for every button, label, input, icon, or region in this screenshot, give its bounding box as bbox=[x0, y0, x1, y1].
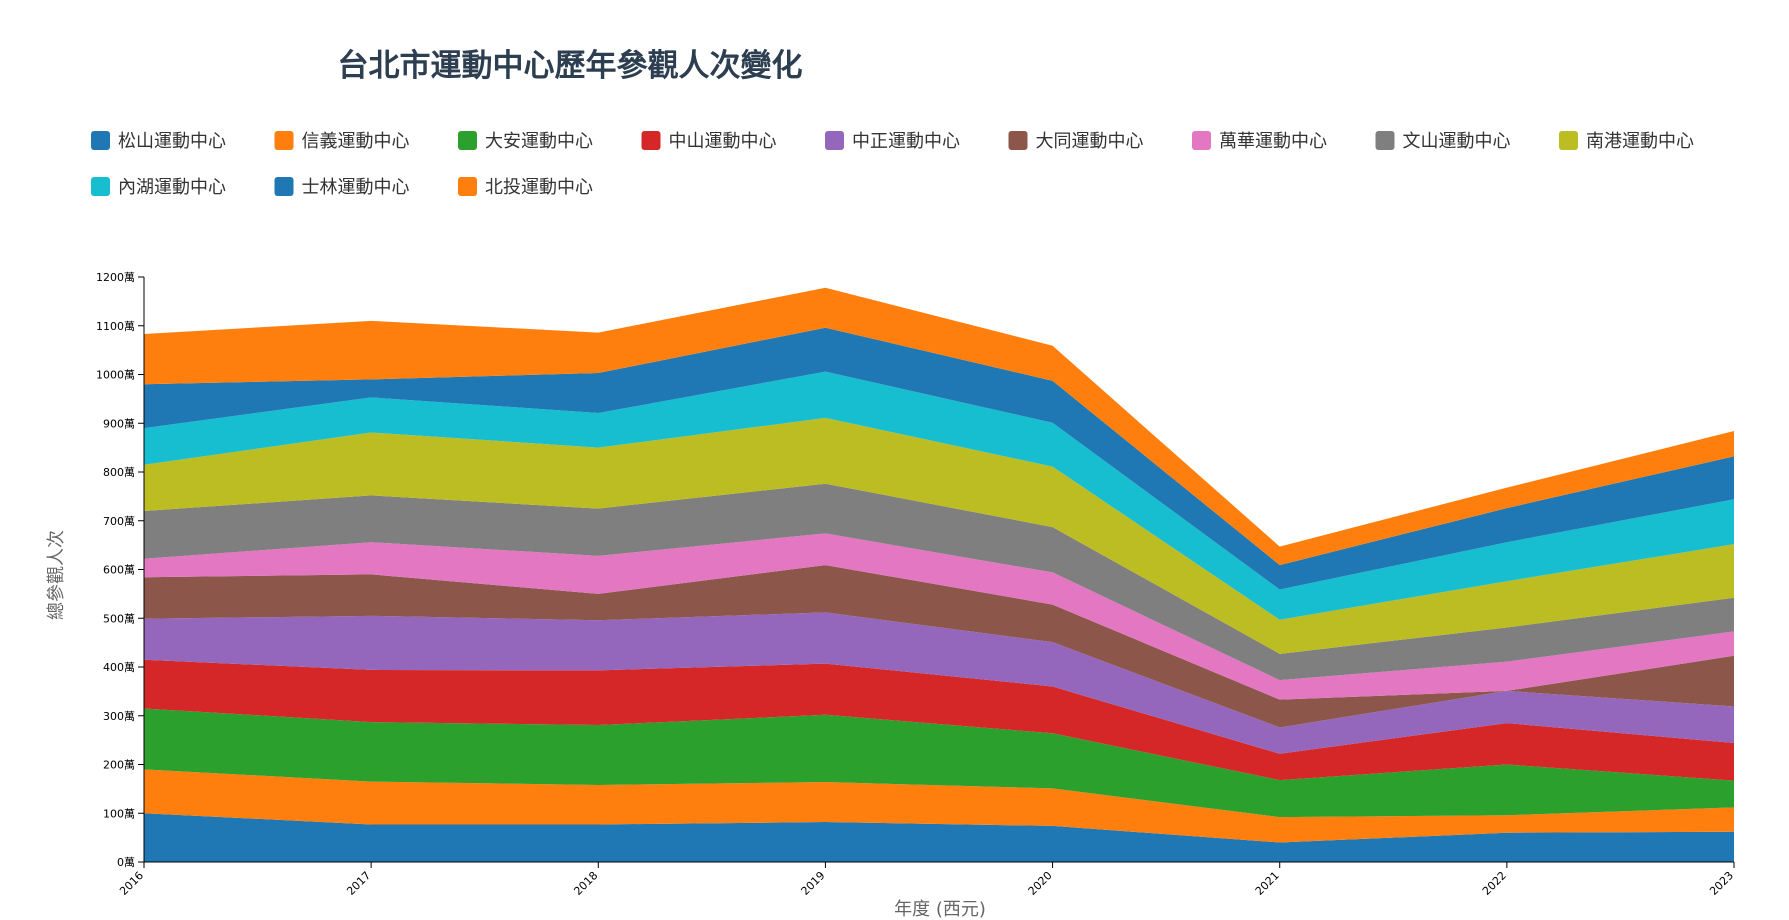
legend-label: 南港運動中心 bbox=[1586, 131, 1694, 152]
legend-swatch bbox=[1192, 131, 1211, 150]
area-series-6 bbox=[144, 565, 1734, 728]
legend-item: 大同運動中心 bbox=[1008, 131, 1144, 152]
x-tick-label: 2019 bbox=[799, 869, 828, 898]
legend-label: 士林運動中心 bbox=[302, 177, 410, 198]
x-tick-label: 2018 bbox=[571, 869, 600, 898]
legend-label: 松山運動中心 bbox=[118, 131, 226, 152]
legend-item: 信義運動中心 bbox=[274, 131, 410, 152]
area-series-2 bbox=[144, 769, 1734, 843]
legend-swatch bbox=[458, 131, 477, 150]
y-tick-label: 800萬 bbox=[103, 466, 135, 479]
legend-label: 大同運動中心 bbox=[1036, 131, 1144, 152]
chart-title: 台北市運動中心歷年參觀人次變化 bbox=[337, 48, 803, 84]
x-tick-label: 2020 bbox=[1026, 869, 1055, 898]
legend-item: 內湖運動中心 bbox=[91, 177, 226, 198]
y-tick-label: 0萬 bbox=[117, 856, 135, 869]
legend-label: 內湖運動中心 bbox=[118, 177, 226, 198]
legend-swatch bbox=[641, 131, 661, 150]
legend-item: 南港運動中心 bbox=[1559, 131, 1694, 152]
legend-item: 中山運動中心 bbox=[641, 131, 777, 152]
area-series-3 bbox=[144, 708, 1734, 818]
x-tick-label: 2016 bbox=[117, 869, 146, 898]
x-axis: 2016 2017 2018 2019 2020 2021 2022 2023 bbox=[117, 861, 1736, 898]
legend-swatch bbox=[825, 131, 844, 150]
y-tick-label: 1200萬 bbox=[96, 271, 135, 284]
area-series-5 bbox=[144, 612, 1734, 754]
legend-label: 北投運動中心 bbox=[485, 177, 593, 198]
area-layers bbox=[144, 287, 1734, 862]
y-tick-label: 200萬 bbox=[103, 759, 135, 772]
legend-swatch bbox=[91, 131, 110, 150]
y-tick-label: 300萬 bbox=[103, 710, 135, 723]
area-series-1 bbox=[144, 813, 1734, 862]
x-axis-title: 年度 (西元) bbox=[894, 899, 986, 920]
legend-item: 大安運動中心 bbox=[458, 131, 593, 152]
legend-swatch bbox=[1008, 131, 1028, 150]
legend-label: 中山運動中心 bbox=[669, 131, 777, 152]
legend-label: 萬華運動中心 bbox=[1219, 131, 1327, 152]
legend-swatch bbox=[91, 177, 110, 196]
y-axis-title: 總參觀人次 bbox=[46, 530, 67, 620]
legend-label: 文山運動中心 bbox=[1403, 131, 1511, 152]
y-tick-label: 700萬 bbox=[103, 515, 135, 528]
y-tick-label: 400萬 bbox=[103, 661, 135, 674]
x-tick-label: 2022 bbox=[1480, 869, 1509, 898]
legend-item: 萬華運動中心 bbox=[1192, 131, 1327, 152]
area-series-8 bbox=[144, 483, 1734, 681]
legend-label: 大安運動中心 bbox=[485, 131, 593, 152]
legend-swatch bbox=[1559, 131, 1578, 150]
area-series-11 bbox=[144, 327, 1734, 590]
x-tick-label: 2017 bbox=[344, 869, 373, 898]
legend: 松山運動中心 信義運動中心 大安運動中心 中山運動中心 中正運動中心 大同運動中心 萬華運動… bbox=[91, 131, 1694, 198]
area-series-7 bbox=[144, 533, 1734, 700]
legend-swatch bbox=[1375, 131, 1395, 150]
area-series-9 bbox=[144, 417, 1734, 654]
y-axis: 0萬 100萬 200萬 300萬 400萬 500萬 600萬 700萬 800萬 900萬 10… bbox=[96, 271, 145, 869]
legend-item: 北投運動中心 bbox=[458, 177, 593, 198]
y-tick-label: 900萬 bbox=[103, 417, 135, 430]
legend-label: 信義運動中心 bbox=[302, 131, 410, 152]
legend-label: 中正運動中心 bbox=[852, 131, 960, 152]
legend-swatch bbox=[274, 131, 294, 150]
y-tick-label: 600萬 bbox=[103, 564, 135, 577]
legend-item: 中正運動中心 bbox=[825, 131, 960, 152]
y-tick-label: 1100萬 bbox=[96, 320, 135, 333]
area-series-4 bbox=[144, 659, 1734, 781]
legend-item: 松山運動中心 bbox=[91, 131, 226, 152]
legend-item: 文山運動中心 bbox=[1375, 131, 1511, 152]
y-tick-label: 500萬 bbox=[103, 612, 135, 625]
y-tick-label: 100萬 bbox=[103, 807, 135, 820]
x-tick-label: 2021 bbox=[1253, 869, 1282, 898]
legend-swatch bbox=[458, 177, 477, 196]
area-series-12 bbox=[144, 287, 1734, 566]
x-tick-label: 2023 bbox=[1707, 869, 1736, 898]
area-series-10 bbox=[144, 371, 1734, 620]
legend-swatch bbox=[274, 177, 294, 196]
y-tick-label: 1000萬 bbox=[96, 369, 135, 382]
legend-item: 士林運動中心 bbox=[274, 177, 410, 198]
